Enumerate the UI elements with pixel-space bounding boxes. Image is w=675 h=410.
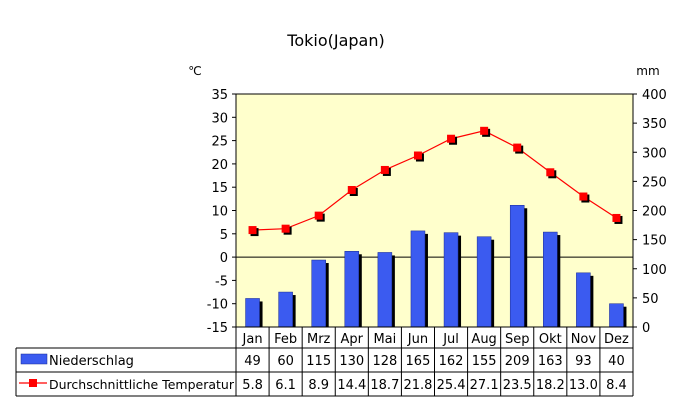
month-label: Dez — [604, 332, 629, 347]
month-label: Feb — [274, 332, 297, 347]
left-axis-tick-label: -10 — [207, 298, 228, 313]
temperature-marker — [281, 224, 290, 233]
month-label: Sep — [505, 332, 530, 347]
temperature-value: 23.5 — [503, 378, 532, 393]
precipitation-value: 163 — [538, 354, 563, 369]
legend-temperature-label: Durchschnittliche Temperatur — [49, 377, 235, 392]
temperature-value: 18.2 — [536, 378, 565, 393]
precipitation-value: 165 — [406, 354, 431, 369]
right-axis-tick-label: 250 — [642, 175, 667, 190]
precipitation-value: 162 — [439, 354, 464, 369]
temperature-marker — [413, 151, 422, 160]
right-axis-tick-label: 150 — [642, 234, 667, 249]
right-axis-tick-label: 0 — [642, 321, 650, 336]
temperature-marker — [248, 226, 257, 235]
temperature-value: 27.1 — [470, 378, 499, 393]
month-label: Jul — [442, 332, 459, 347]
temperature-marker — [546, 168, 555, 177]
legend-precipitation-label: Niederschlag — [49, 354, 134, 369]
temperature-value: 8.4 — [606, 378, 627, 393]
precipitation-value: 155 — [472, 354, 497, 369]
temperature-marker — [380, 165, 389, 174]
right-axis-tick-label: 350 — [642, 117, 667, 132]
temperature-value: 25.4 — [437, 378, 466, 393]
precipitation-bar — [576, 272, 591, 328]
precipitation-bar — [443, 232, 459, 328]
temperature-value: 5.8 — [242, 378, 263, 393]
precipitation-value: 49 — [244, 354, 261, 369]
legend-bar-swatch — [20, 353, 48, 365]
precipitation-bar — [543, 231, 558, 328]
precipitation-bar — [476, 236, 492, 328]
legend-line-marker — [29, 379, 37, 387]
temperature-marker — [347, 185, 356, 194]
precipitation-bar — [311, 259, 326, 328]
left-axis-tick-label: -15 — [207, 321, 228, 336]
month-label: Okt — [539, 332, 562, 347]
precipitation-bar — [509, 205, 525, 328]
month-label: Aug — [471, 332, 496, 347]
precipitation-value: 130 — [339, 354, 364, 369]
left-axis-tick-label: 35 — [211, 88, 228, 103]
temperature-marker — [314, 211, 323, 220]
precipitation-value: 128 — [372, 354, 397, 369]
chart-title: Tokio(Japan) — [286, 31, 384, 50]
left-axis-tick-label: 0 — [220, 251, 228, 266]
precipitation-value: 60 — [277, 354, 294, 369]
temperature-value: 13.0 — [569, 378, 598, 393]
precipitation-bar — [344, 251, 360, 328]
left-axis-tick-label: 25 — [211, 135, 228, 150]
precipitation-bar — [609, 303, 624, 328]
temperature-value: 21.8 — [403, 378, 432, 393]
temperature-marker — [513, 143, 522, 152]
precipitation-value: 115 — [306, 354, 331, 369]
temperature-value: 14.4 — [337, 378, 366, 393]
right-axis-unit: mm — [636, 64, 659, 78]
right-axis-tick-label: 50 — [642, 292, 659, 307]
right-axis-tick-label: 300 — [642, 146, 667, 161]
left-axis-tick-label: 5 — [220, 228, 228, 243]
month-label: Jan — [242, 332, 263, 347]
left-axis-tick-label: 15 — [211, 181, 228, 196]
right-axis-tick-label: 400 — [642, 88, 667, 103]
temperature-marker — [447, 134, 456, 143]
precipitation-bar — [377, 252, 393, 328]
left-axis-tick-label: 10 — [211, 205, 228, 220]
precipitation-bar — [245, 298, 260, 328]
temperature-marker — [480, 126, 489, 135]
precipitation-value: 93 — [575, 354, 592, 369]
precipitation-bar — [278, 291, 293, 328]
month-label: Jun — [407, 332, 428, 347]
month-label: Mrz — [307, 332, 331, 347]
precipitation-value: 209 — [505, 354, 530, 369]
month-label: Mai — [373, 332, 396, 347]
plot-area — [235, 93, 634, 328]
precipitation-bar — [410, 230, 426, 328]
right-axis-tick-label: 100 — [642, 263, 667, 278]
temperature-value: 18.7 — [370, 378, 399, 393]
temperature-value: 6.1 — [275, 378, 296, 393]
temperature-value: 8.9 — [308, 378, 329, 393]
left-axis-tick-label: 20 — [211, 158, 228, 173]
month-label: Apr — [341, 332, 364, 347]
month-label: Nov — [571, 332, 597, 347]
temperature-marker — [612, 213, 621, 222]
left-axis-unit: ℃ — [188, 64, 201, 78]
left-axis-tick-label: 30 — [211, 111, 228, 126]
right-axis-tick-label: 200 — [642, 205, 667, 220]
precipitation-value: 40 — [608, 354, 625, 369]
temperature-marker — [579, 192, 588, 201]
left-axis-tick-label: -5 — [215, 274, 228, 289]
